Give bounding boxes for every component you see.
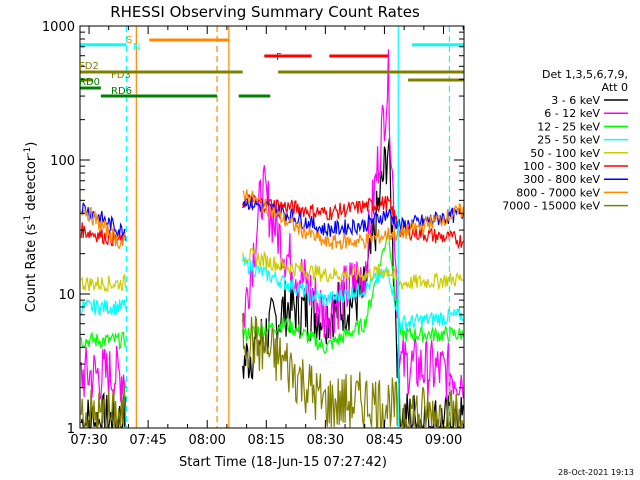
flag-label-s: S xyxy=(126,35,132,46)
flag-label-rd0: RD0 xyxy=(79,77,100,88)
x-tick-label: 07:45 xyxy=(129,433,166,448)
vertical-markers xyxy=(125,26,451,428)
series-line-100-300kev xyxy=(80,222,127,247)
series-line-50-100kev xyxy=(80,272,127,292)
flag-label-n: N xyxy=(133,42,140,53)
y-tick-label: 1 xyxy=(67,422,75,437)
series-line-6-12kev xyxy=(80,345,127,402)
legend-label: 12 - 25 keV xyxy=(537,120,600,133)
series-line-6-12kev xyxy=(242,49,464,400)
legend-label: 3 - 6 keV xyxy=(551,94,600,107)
series-line-12-25kev xyxy=(80,331,127,351)
y-axis-label: Count Rate (s-1 detector-1) xyxy=(23,142,39,313)
legend-label: 50 - 100 keV xyxy=(530,147,600,160)
legend-label: 6 - 12 keV xyxy=(544,107,600,120)
x-tick-label: 08:30 xyxy=(307,433,344,448)
chart-title: RHESSI Observing Summary Count Rates xyxy=(110,3,420,21)
series-layer xyxy=(80,49,464,428)
series-line-800-7000kev xyxy=(80,206,126,250)
axes: 07:30 07:45 08:00 08:15 08:30 08:45 09:00 1 10 10… xyxy=(42,20,464,448)
flag-label-fd3: FD3 xyxy=(111,70,131,81)
series-line-50-100kev xyxy=(242,248,464,291)
series-line-25-50kev xyxy=(242,255,464,331)
flag-label-f: F xyxy=(276,52,282,63)
legend-label: 25 - 50 keV xyxy=(537,134,600,147)
y-tick-label: 1000 xyxy=(42,20,75,35)
series-line-12-25kev xyxy=(242,228,464,355)
legend-label: 300 - 800 keV xyxy=(523,173,600,186)
plot-frame xyxy=(79,25,465,429)
y-tick-label: 10 xyxy=(58,288,75,303)
x-tick-label: 07:30 xyxy=(70,433,107,448)
legend-label: 100 - 300 keV xyxy=(523,160,600,173)
x-axis-label: Start Time (18-Jun-15 07:27:42) xyxy=(179,455,387,470)
series-line-800-7000kev xyxy=(242,189,464,250)
generation-timestamp: 28-Oct-2021 19:13 xyxy=(558,468,634,477)
series-line-25-50kev xyxy=(80,298,127,317)
legend-label: 800 - 7000 keV xyxy=(516,186,600,199)
flag-bars xyxy=(80,38,464,98)
y-tick-label: 100 xyxy=(50,154,75,169)
x-tick-label: 08:45 xyxy=(366,433,403,448)
x-tick-label: 08:15 xyxy=(248,433,285,448)
x-tick-label: 09:00 xyxy=(425,433,462,448)
legend-label: 7000 - 15000 keV xyxy=(502,200,600,213)
legend-header-attenuator: Att 0 xyxy=(602,81,628,94)
flag-label-fd2: FD2 xyxy=(79,61,99,72)
legend-header-detectors: Det 1,3,5,6,7,9, xyxy=(542,68,628,81)
x-tick-label: 08:00 xyxy=(188,433,225,448)
series-line-7000-15000kev xyxy=(242,313,464,428)
series-line-300-800kev xyxy=(80,202,126,239)
flag-label-rd6: RD6 xyxy=(111,86,132,97)
